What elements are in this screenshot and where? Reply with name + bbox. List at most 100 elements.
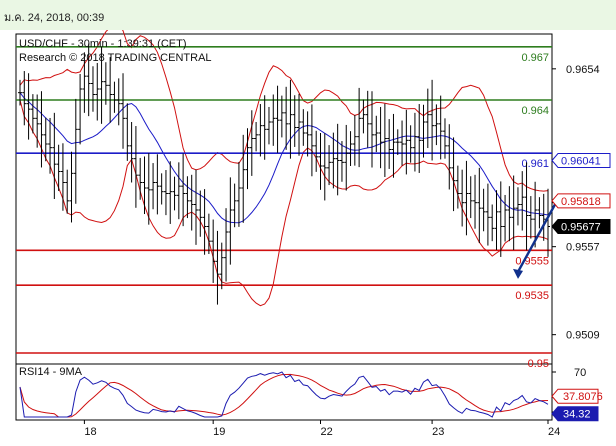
price-bar (408, 125, 413, 163)
price-bar (460, 169, 465, 227)
price-bar (73, 98, 78, 204)
price-bar (35, 94, 40, 148)
price-bar (103, 62, 108, 105)
price-bar (370, 91, 374, 168)
price-bar (361, 99, 366, 134)
price-bar (18, 79, 22, 106)
price-bar (477, 167, 482, 243)
price-bar (348, 131, 353, 166)
price-bar (82, 52, 87, 113)
bollinger-lower-line (19, 99, 549, 307)
price-bar (494, 190, 499, 250)
rsi-plot-frame (15, 363, 553, 421)
price-bar (425, 88, 430, 149)
svg-text:34.32: 34.32 (563, 409, 591, 421)
price-bar (305, 111, 310, 157)
price-bar (301, 109, 306, 146)
price-tick-3: 0.9509 (566, 330, 600, 342)
price-bar (430, 79, 435, 161)
price-tick-2: 0.9557 (566, 242, 600, 254)
price-bar (185, 176, 190, 219)
price-bar (39, 91, 44, 168)
level-label-3: 0.9555 (515, 255, 549, 267)
price-bar (339, 141, 344, 182)
price-tick-0: 0.9654 (566, 64, 600, 76)
price-bar (26, 73, 31, 140)
price-bar (528, 196, 533, 239)
price-bar (232, 183, 237, 228)
price-bar (30, 94, 35, 134)
price-bar (125, 103, 130, 161)
forecast-arrowhead (513, 268, 523, 279)
price-bar (99, 46, 104, 124)
price-bar (65, 169, 70, 214)
price-bar (490, 204, 495, 242)
price-bar (331, 132, 336, 189)
price-bar (352, 115, 357, 166)
forecast-line (516, 198, 560, 273)
price-bar (498, 181, 503, 257)
price-bar (473, 174, 478, 229)
price-bar (129, 122, 134, 183)
moving-average-line (19, 92, 549, 224)
price-bar (249, 110, 254, 176)
rsi-indicator (19, 371, 549, 418)
price-bar (533, 181, 538, 248)
price-bar (412, 112, 417, 172)
rsi-badge-0: 37.8076 (551, 388, 603, 404)
price-bar (511, 175, 516, 250)
price-bar (206, 213, 211, 254)
level-label-4: 0.9535 (515, 290, 549, 302)
bollinger-bands (19, 30, 549, 307)
forecast-arrow (513, 198, 560, 279)
price-bar (211, 219, 216, 283)
price-bar (400, 120, 405, 166)
price-bar (434, 104, 439, 146)
svg-text:0.95677: 0.95677 (561, 222, 601, 234)
price-bar (438, 95, 443, 160)
price-bar (451, 137, 456, 212)
level-label-5: 0.95 (528, 358, 549, 370)
price-bar (52, 112, 57, 199)
price-bar (297, 93, 302, 156)
price-bar (108, 57, 113, 123)
price-bar (541, 193, 546, 241)
time-tick-2: 22 (320, 426, 332, 438)
price-bar (202, 189, 207, 255)
price-bar (189, 174, 194, 231)
price-bar (228, 177, 233, 265)
price-bar (194, 169, 198, 245)
price-bar (288, 79, 293, 159)
price-bar (78, 73, 83, 145)
level-label-0: 0.967 (521, 52, 549, 64)
price-bar (69, 151, 74, 223)
price-bar (215, 230, 220, 305)
price-bar (121, 73, 126, 149)
price-bar (90, 66, 95, 112)
price-bars (18, 43, 550, 305)
price-badge-0: 0.96041 (551, 153, 611, 168)
time-axis: 18 19 22 23 24 (83, 420, 560, 438)
price-bar (537, 197, 542, 229)
price-bar (327, 145, 332, 186)
price-bar (172, 176, 177, 211)
price-bar (314, 130, 319, 172)
price-bar (417, 104, 422, 173)
price-badge-2: 0.95677 (551, 219, 611, 234)
price-bar (507, 186, 512, 242)
price-bar (374, 115, 379, 153)
svg-text:37.8076: 37.8076 (563, 391, 603, 403)
price-plot-frame (15, 33, 553, 365)
price-bar (266, 106, 271, 145)
price-bar (447, 124, 452, 190)
price-bar (48, 117, 53, 174)
price-bar (151, 163, 156, 210)
svg-text:0.96041: 0.96041 (561, 156, 601, 168)
header-bar: ม.ค. 24, 2018, 00:39 (0, 0, 616, 30)
price-bar (365, 90, 370, 148)
price-bar (421, 104, 426, 158)
price-bar (279, 95, 284, 138)
moving-average (19, 92, 549, 224)
price-bar (198, 190, 203, 237)
price-bar (146, 153, 151, 225)
